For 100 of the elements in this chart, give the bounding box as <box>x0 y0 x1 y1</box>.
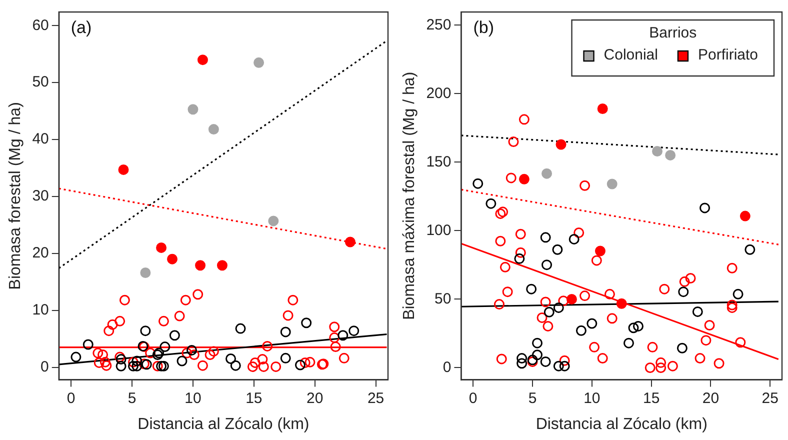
point <box>726 262 738 274</box>
point <box>526 284 537 294</box>
point <box>141 359 152 370</box>
point <box>186 344 197 356</box>
point <box>514 253 525 264</box>
point <box>262 340 273 352</box>
point <box>301 318 312 328</box>
point <box>338 352 350 364</box>
point <box>518 114 530 125</box>
point <box>616 298 627 309</box>
point <box>542 320 554 332</box>
point <box>606 178 618 190</box>
y-tick-label: 100 <box>426 222 452 239</box>
point <box>652 146 663 156</box>
point <box>566 294 577 304</box>
y-tick-label: 0 <box>40 358 49 376</box>
point <box>182 348 192 358</box>
x-tick-label: 5 <box>528 390 537 407</box>
point <box>692 306 703 317</box>
point <box>119 294 130 306</box>
point <box>174 310 185 322</box>
point <box>270 361 282 372</box>
point <box>128 356 138 368</box>
point <box>282 310 294 321</box>
point <box>329 332 340 343</box>
point <box>98 350 108 360</box>
point <box>714 358 724 369</box>
point <box>114 352 126 362</box>
x-tick-label: 5 <box>128 390 136 407</box>
point <box>188 350 200 360</box>
point <box>542 168 552 179</box>
point <box>580 290 590 302</box>
point <box>208 124 219 135</box>
legend-label: Porfiriato <box>698 46 758 64</box>
point <box>104 326 114 336</box>
point <box>208 346 219 357</box>
x-tick-label: 15 <box>642 390 660 407</box>
point <box>195 260 206 271</box>
y-tick-label: 10 <box>32 301 49 318</box>
point <box>516 353 528 364</box>
point <box>552 244 563 255</box>
point <box>132 360 142 372</box>
point <box>344 236 356 248</box>
point <box>498 206 508 218</box>
point <box>502 286 513 298</box>
point <box>156 242 167 253</box>
point <box>197 54 208 66</box>
point <box>197 360 208 371</box>
point <box>70 352 82 362</box>
point <box>647 342 658 352</box>
point <box>508 136 519 148</box>
point <box>540 296 551 308</box>
point <box>247 361 258 372</box>
x-tick-label: 25 <box>367 390 384 407</box>
y-tick-label: 50 <box>434 290 452 308</box>
point <box>254 57 264 68</box>
point <box>169 330 180 341</box>
point <box>659 284 670 294</box>
x-axis-title: Distancia al Zócalo (km) <box>138 416 310 433</box>
point <box>732 288 744 300</box>
point <box>558 296 569 306</box>
point <box>116 354 126 365</box>
point <box>138 358 150 370</box>
point <box>472 178 484 189</box>
point <box>180 294 191 306</box>
point <box>486 198 496 209</box>
point <box>594 246 606 256</box>
annotation: (b) <box>473 18 494 38</box>
point <box>586 318 598 329</box>
point <box>101 360 112 371</box>
point <box>226 353 236 364</box>
point <box>744 244 756 255</box>
point <box>544 306 554 318</box>
point <box>132 356 142 366</box>
point <box>280 352 291 364</box>
point <box>623 338 634 348</box>
point <box>192 289 204 300</box>
y-tick-label: 50 <box>32 74 49 91</box>
point <box>515 228 526 240</box>
point <box>515 247 526 258</box>
x-tick-label: 25 <box>762 390 778 407</box>
point <box>495 236 506 246</box>
point <box>304 356 316 368</box>
point <box>116 360 126 372</box>
point <box>553 302 564 313</box>
y-tick-label: 250 <box>426 16 452 34</box>
point <box>556 139 566 150</box>
y-axis-title: Biomasa máxima forestal (Mg / ha) <box>401 72 418 320</box>
point <box>235 323 246 334</box>
point <box>676 342 688 354</box>
y-tick-label: 150 <box>426 153 452 170</box>
point <box>589 342 600 352</box>
point <box>92 348 104 358</box>
point <box>204 350 216 360</box>
point <box>500 262 510 272</box>
point <box>536 312 548 323</box>
point <box>678 286 689 298</box>
point <box>700 202 710 214</box>
point <box>597 353 608 364</box>
point <box>740 210 750 222</box>
